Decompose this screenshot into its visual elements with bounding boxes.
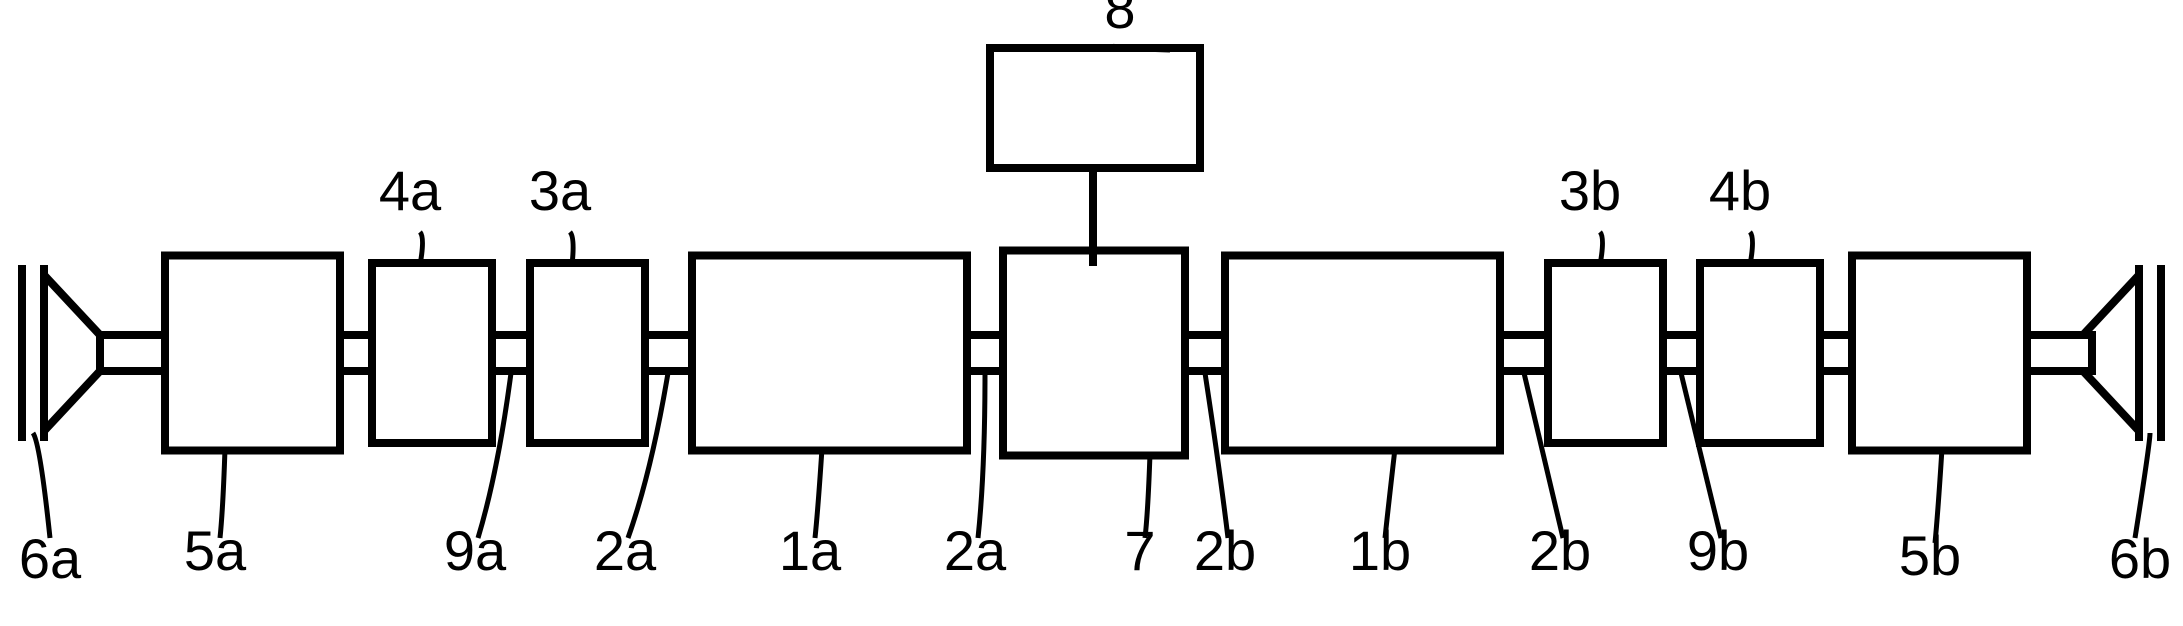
shaft-segment-8 <box>1820 335 1852 371</box>
label-5b: 5b <box>1899 524 1961 587</box>
shaft-segment-4 <box>967 335 1003 371</box>
label-2a_L: 2a <box>594 519 657 582</box>
label-2a_R: 2a <box>944 519 1007 582</box>
label-1b: 1b <box>1349 519 1411 582</box>
leader-3b <box>1600 232 1603 265</box>
block-5a <box>165 256 340 451</box>
shaft-segment-1 <box>340 335 372 371</box>
shaft-segment-9 <box>2027 335 2092 371</box>
label-4b: 4b <box>1709 159 1771 222</box>
block-1b <box>1225 256 1500 451</box>
label-7: 7 <box>1124 519 1155 582</box>
label-3b: 3b <box>1559 159 1621 222</box>
shaft-segment-3 <box>645 335 692 371</box>
block-7 <box>1003 251 1185 456</box>
label-5a: 5a <box>184 519 247 582</box>
shaft-segment-6 <box>1500 335 1548 371</box>
block-diagram: 6a6b5a4a3a1a71b3b4b5b89a2a2a2b2b9b <box>0 0 2183 626</box>
shaft-segment-2 <box>492 335 530 371</box>
shaft-segment-5 <box>1185 335 1225 371</box>
block-1a <box>692 256 967 451</box>
leader-4b <box>1750 232 1753 265</box>
shaft-segment-7 <box>1663 335 1700 371</box>
label-1a: 1a <box>779 519 842 582</box>
block-3b <box>1548 263 1663 443</box>
label-4a: 4a <box>379 159 442 222</box>
block-4b <box>1700 263 1820 443</box>
label-8: 8 <box>1104 0 1135 40</box>
shaft-segment-0 <box>100 335 165 371</box>
block-5b <box>1852 256 2027 451</box>
block-3a <box>530 263 645 443</box>
block-8 <box>990 48 1200 168</box>
block-4a <box>372 263 492 443</box>
leader-4a <box>420 232 423 265</box>
label-9a: 9a <box>444 519 507 582</box>
label-3a: 3a <box>529 159 592 222</box>
label-6b: 6b <box>2109 527 2171 590</box>
